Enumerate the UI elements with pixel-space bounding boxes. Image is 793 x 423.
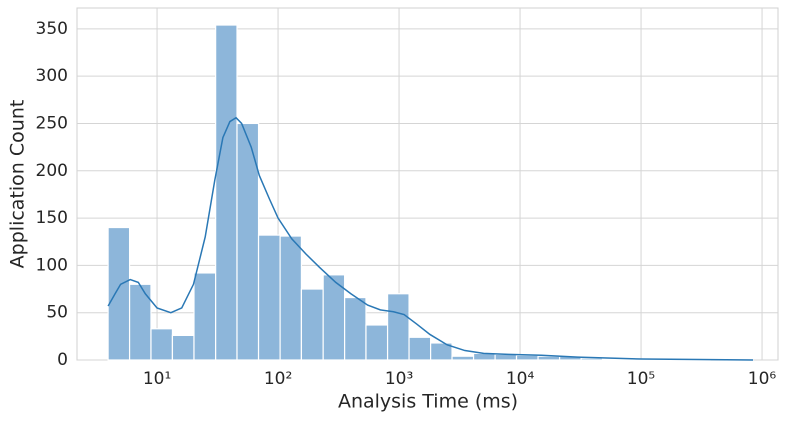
bar: [107, 226, 131, 361]
y-tick-label: 200: [36, 161, 68, 181]
y-tick-label: 350: [36, 19, 68, 39]
bar: [386, 293, 410, 361]
bar: [451, 355, 475, 361]
y-tick-label: 300: [36, 66, 68, 86]
bar: [322, 274, 346, 361]
bar: [344, 296, 367, 361]
y-tick-label: 150: [36, 208, 68, 228]
x-tick-label: 10⁴: [506, 369, 535, 389]
bar: [430, 342, 453, 361]
y-axis-label: Application Count: [7, 100, 29, 269]
x-tick-label: 10⁵: [627, 369, 655, 389]
kde-line: [107, 116, 754, 361]
bar: [515, 354, 539, 361]
bar: [408, 336, 432, 361]
x-tick-label: 10²: [264, 369, 292, 389]
bar: [150, 328, 174, 361]
x-axis-label: Analysis Time (ms): [338, 391, 518, 413]
bar: [171, 334, 195, 361]
bar: [279, 235, 303, 361]
bar: [215, 24, 238, 361]
y-tick-label: 0: [57, 350, 68, 370]
x-tick-label: 10⁶: [748, 369, 777, 389]
bar: [365, 324, 389, 361]
x-tick-label: 10³: [385, 369, 413, 389]
y-tick-label: 50: [46, 303, 68, 323]
y-tick-label: 100: [36, 255, 68, 275]
bar: [300, 288, 324, 361]
x-tick-label: 10¹: [143, 369, 171, 389]
bar: [257, 234, 281, 361]
bar: [193, 272, 217, 361]
y-tick-label: 250: [36, 113, 68, 133]
